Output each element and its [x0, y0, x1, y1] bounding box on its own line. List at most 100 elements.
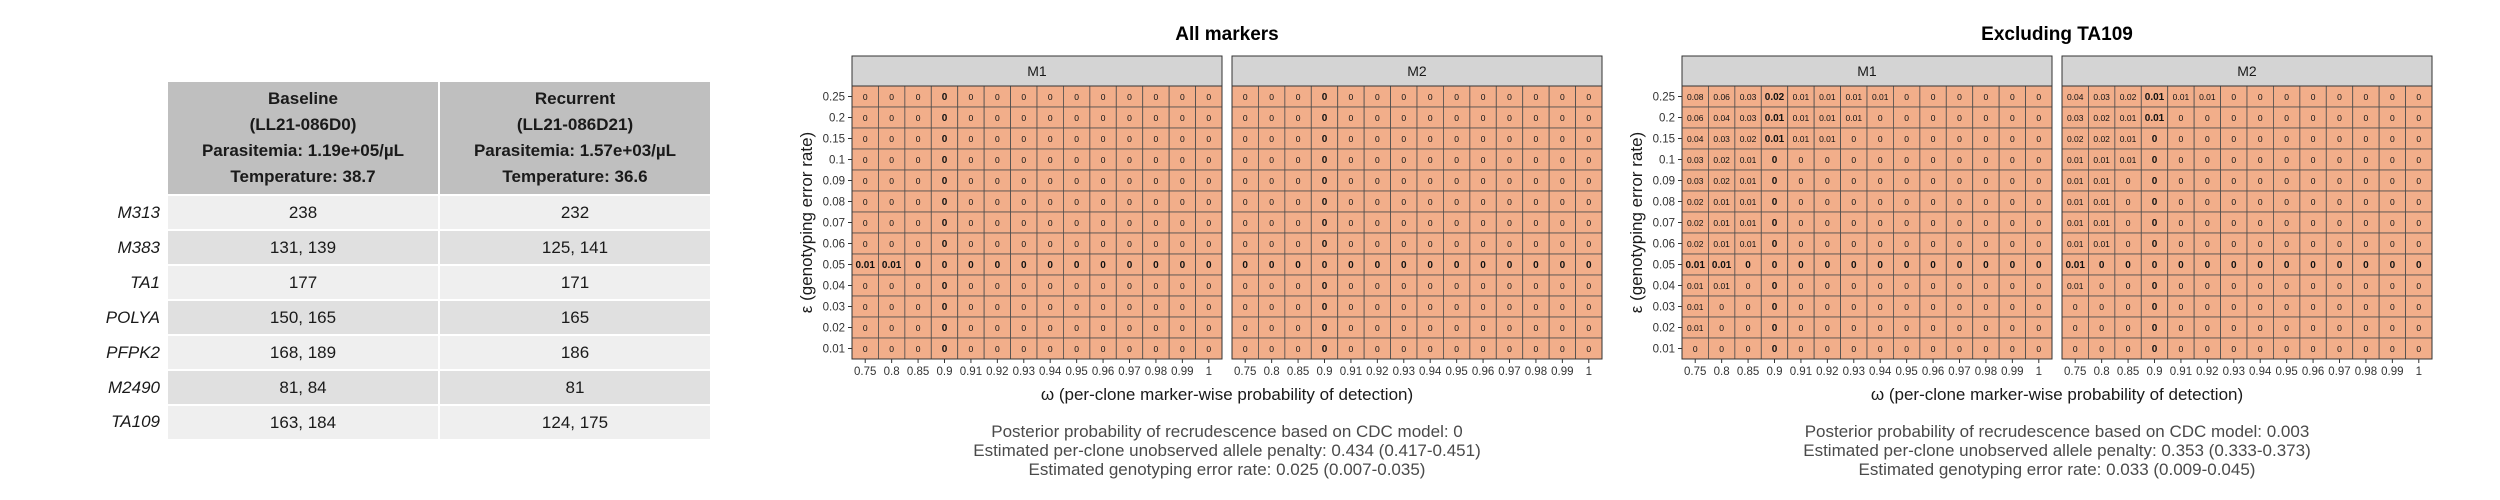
cell-value: 0	[2231, 344, 2236, 354]
x-tick-label: 1	[2036, 366, 2042, 378]
cell-value: 0	[2390, 281, 2395, 291]
cell-value: 0	[2152, 323, 2158, 334]
cell-value: 0	[2258, 323, 2263, 333]
y-axis-label: ε (genotyping error rate)	[1627, 132, 1646, 313]
cell-value: 0	[2364, 218, 2369, 228]
cell-value: 0	[1851, 134, 1856, 144]
cell-value: 0	[2258, 281, 2263, 291]
cell-value: 0	[863, 134, 868, 144]
cell-value: 0	[1931, 134, 1936, 144]
x-tick-label: 1	[1206, 366, 1212, 378]
table-row: M383 131, 139 125, 141	[90, 229, 710, 265]
cell-value: 0	[1851, 323, 1856, 333]
cell-value: 0	[2364, 281, 2369, 291]
cell-value: 0	[1719, 323, 1724, 333]
cell-value: 0	[1127, 113, 1132, 123]
cell-value: 0.02	[1713, 155, 1730, 165]
x-tick-label: 0.94	[2249, 366, 2272, 378]
cell-value: 0	[2010, 218, 2015, 228]
parasitemia: Parasitemia: 1.57e+03/µL	[473, 141, 677, 160]
cell-value: 0	[1454, 260, 1460, 271]
cell-value: 0	[1507, 176, 1512, 186]
cell-value: 0	[1101, 155, 1106, 165]
cell-value: 0	[1021, 92, 1026, 102]
cell-value: 0	[1878, 218, 1883, 228]
cell-value: 0.01	[882, 260, 902, 271]
cell-value: 0	[1206, 113, 1211, 123]
cell-value: 0	[2337, 197, 2342, 207]
cell-value: 0	[2126, 281, 2131, 291]
cell-value: 0	[1375, 134, 1380, 144]
cell-value: 0	[1428, 323, 1433, 333]
y-tick-label: 0.1	[829, 155, 845, 167]
cell-value: 0	[2152, 155, 2158, 166]
cell-value: 0	[1401, 323, 1406, 333]
cell-value: 0	[1534, 239, 1539, 249]
cell-value: 0	[2010, 197, 2015, 207]
cell-value: 0	[1401, 197, 1406, 207]
cell-value: 0	[1878, 155, 1883, 165]
facet-strip	[1681, 55, 2053, 87]
cell-value: 0	[1560, 239, 1565, 249]
cell-value: 0	[1243, 344, 1248, 354]
cell-value: 0	[2258, 176, 2263, 186]
cell-value: 0	[2364, 176, 2369, 186]
cell-value: 0	[1349, 344, 1354, 354]
cell-value: 0	[1507, 302, 1512, 312]
cell-value: 0.01	[2120, 113, 2137, 123]
cell-value: 0	[1322, 176, 1328, 187]
cell-value: 0	[2416, 176, 2421, 186]
cell-value: 0	[1428, 218, 1433, 228]
cell-value: 0	[1048, 113, 1053, 123]
cell-value: 0	[1481, 176, 1486, 186]
cell-value: 0	[2258, 92, 2263, 102]
cell-value: 0	[1825, 176, 1830, 186]
cell-value: 0	[1243, 302, 1248, 312]
cell-value: 0	[1851, 239, 1856, 249]
cell-value: 0	[1454, 134, 1459, 144]
cell-value: 0	[1048, 197, 1053, 207]
cell-value: 0.01	[2199, 92, 2216, 102]
cell-value: 0.01	[1740, 239, 1757, 249]
column-header-baseline: Baseline (LL21-086D0) Parasitemia: 1.19e…	[166, 82, 439, 195]
x-tick-label: 0.98	[1975, 366, 1997, 378]
cell-value: 0	[1904, 155, 1909, 165]
cell-value: 0	[2036, 239, 2041, 249]
x-tick-label: 0.97	[1948, 366, 1970, 378]
cell-value: 0	[863, 218, 868, 228]
cell-value: 0	[969, 155, 974, 165]
cell-value: 0	[2258, 113, 2263, 123]
cell-value: 0	[1375, 218, 1380, 228]
cell-value: 0	[2205, 302, 2210, 312]
x-tick-label: 0.96	[1922, 366, 1944, 378]
cell-value: 0	[2258, 302, 2263, 312]
cell-value: 0	[968, 260, 974, 271]
cell-value: 0	[863, 281, 868, 291]
cell-value: 0	[1957, 176, 1962, 186]
cell-value: 0	[1586, 134, 1591, 144]
cell-value: 0	[1560, 302, 1565, 312]
cell-value: 0	[2036, 155, 2041, 165]
x-tick-label: 0.85	[1737, 366, 1759, 378]
baseline-value: 177	[166, 264, 439, 300]
caption-line: Posterior probability of recrudescence b…	[1805, 422, 2310, 441]
cell-value: 0	[2036, 134, 2041, 144]
cell-value: 0	[1101, 239, 1106, 249]
recurrent-value: 124, 175	[438, 404, 710, 439]
cell-value: 0	[1349, 176, 1354, 186]
cell-value: 0	[1851, 155, 1856, 165]
cell-value: 0	[1507, 323, 1512, 333]
cell-value: 0.01	[2173, 92, 2190, 102]
temperature: Temperature: 38.7	[230, 167, 376, 186]
cell-value: 0	[1825, 323, 1830, 333]
cell-value: 0	[1127, 92, 1132, 102]
cell-value: 0	[1534, 344, 1539, 354]
cell-value: 0	[2337, 302, 2342, 312]
cell-value: 0	[1851, 218, 1856, 228]
cell-value: 0	[1074, 239, 1079, 249]
x-tick-label: 0.93	[1393, 366, 1415, 378]
cell-value: 0	[1984, 344, 1989, 354]
cell-value: 0	[1507, 344, 1512, 354]
cell-value: 0	[889, 176, 894, 186]
cell-value: 0	[1904, 176, 1909, 186]
